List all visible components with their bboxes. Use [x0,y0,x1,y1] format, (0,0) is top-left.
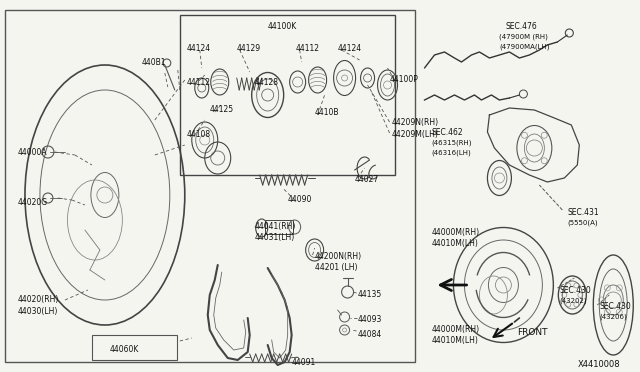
Text: SEC.431: SEC.431 [567,208,599,217]
Text: (43206): (43206) [599,313,627,320]
Text: 44201 (LH): 44201 (LH) [315,263,357,272]
Text: 44209N(RH): 44209N(RH) [392,118,438,127]
Text: 44010M(LH): 44010M(LH) [431,239,478,248]
Bar [5,10,415,362]
Text: 44125: 44125 [210,105,234,114]
Text: 44100K: 44100K [268,22,297,31]
Text: 44090: 44090 [287,195,312,204]
Text: 44060K: 44060K [110,345,140,354]
Text: (46316(LH): (46316(LH) [431,149,471,155]
Text: 44030(LH): 44030(LH) [18,307,58,316]
Text: X4410008: X4410008 [577,360,620,369]
Text: 44124: 44124 [187,44,211,53]
Text: 44020(RH): 44020(RH) [18,295,60,304]
Text: 44108: 44108 [187,130,211,139]
Text: 44112: 44112 [296,44,319,53]
Text: 44129: 44129 [237,44,261,53]
Text: (46315(RH): (46315(RH) [431,139,472,145]
Text: 44091: 44091 [292,358,316,367]
Text: (47900MA(LH): (47900MA(LH) [499,43,550,49]
Text: 440B1: 440B1 [142,58,166,67]
Text: (47900M (RH): (47900M (RH) [499,33,548,39]
Text: 4410B: 4410B [315,108,339,117]
Text: SEC.430: SEC.430 [599,302,631,311]
Text: 44124: 44124 [338,44,362,53]
Text: SEC.476: SEC.476 [506,22,537,31]
Text: SEC.462: SEC.462 [431,128,463,137]
Text: 44000A: 44000A [18,148,47,157]
Text: 44093: 44093 [358,315,382,324]
Text: 44010M(LH): 44010M(LH) [431,336,478,345]
Text: 44084: 44084 [358,330,382,339]
Text: 44000M(RH): 44000M(RH) [431,228,479,237]
Text: 44128: 44128 [255,78,278,87]
Text: 44041(RH): 44041(RH) [255,222,296,231]
Bar [92,335,177,360]
Text: (5550(A): (5550(A) [567,219,598,225]
Text: 44000M(RH): 44000M(RH) [431,325,479,334]
Text: 44200N(RH): 44200N(RH) [315,252,362,261]
Text: 44209M(LH): 44209M(LH) [392,130,438,139]
Text: 44100P: 44100P [390,75,419,84]
Bar [265,220,292,234]
Text: (43202): (43202) [559,297,587,304]
Text: 44031(LH): 44031(LH) [255,233,295,242]
Text: 44020G: 44020G [18,198,48,207]
Text: SEC.430: SEC.430 [559,286,591,295]
Text: 44135: 44135 [358,290,382,299]
Text: 44027: 44027 [355,175,379,184]
Text: 44112: 44112 [187,78,211,87]
Text: FRONT: FRONT [517,328,548,337]
Bar [180,15,394,175]
